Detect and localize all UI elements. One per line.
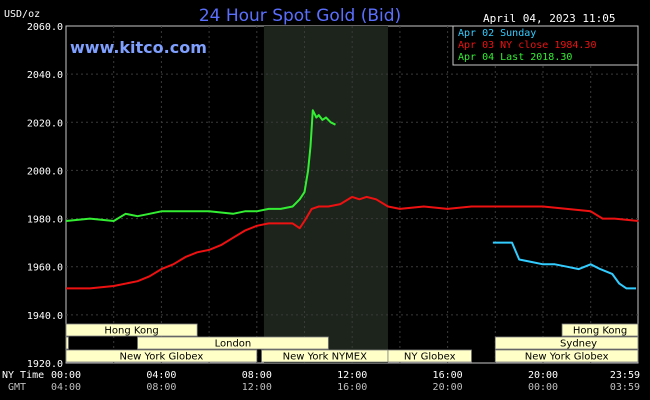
x-tick-label-ny: 16:00 — [433, 370, 463, 381]
legend-entry-apr04: Apr 04 Last 2018.30 — [458, 52, 572, 63]
legend-entry-apr02: Apr 02 Sunday — [458, 28, 536, 39]
x-tick-label-gmt: 20:00 — [433, 382, 463, 393]
y-tick-label: 1980.0 — [27, 215, 63, 226]
legend-frame — [452, 25, 639, 66]
market-session-bar — [561, 323, 639, 337]
y-tick-label: 2060.0 — [27, 22, 63, 33]
market-session-label: Sydney — [560, 339, 597, 350]
market-session-label: Hong Kong — [573, 326, 627, 337]
legend: Apr 02 Sunday Apr 03 NY close 1984.30 Ap… — [452, 25, 639, 66]
x-tick-label-ny: 20:00 — [528, 370, 558, 381]
market-session-bars: Hong Kong Hong Kong London New York Globex N… — [65, 323, 639, 363]
x-tick-label-gmt: 08:00 — [146, 382, 176, 393]
x-tick-label-gmt: 12:00 — [242, 382, 272, 393]
chart-title: 24 Hour Spot Gold (Bid) — [199, 6, 401, 26]
market-session-bar — [387, 349, 472, 363]
y-tick-label: 1920.0 — [27, 359, 63, 370]
legend-entry-apr03: Apr 03 NY close 1984.30 — [458, 40, 596, 51]
y-tick-label: 2040.0 — [27, 70, 63, 81]
x-row-label-ny-time: NY Time — [2, 370, 44, 381]
market-session-label: NY Globex — [404, 352, 456, 363]
grid-lines — [66, 26, 638, 363]
market-session-bar — [65, 336, 69, 350]
market-session-label: New York Globex — [525, 352, 609, 363]
x-tick-label-gmt: 00:00 — [528, 382, 558, 393]
x-tick-label-ny: 23:59 — [610, 370, 640, 381]
x-tick-label-ny: 04:00 — [146, 370, 176, 381]
y-axis-tick-labels: 2060.0 2040.0 2020.0 2000.0 1980.0 1960.0 1940… — [27, 22, 63, 370]
market-session-bar — [137, 336, 329, 350]
x-tick-label-gmt: 04:00 — [51, 382, 81, 393]
market-session-bar — [494, 336, 639, 350]
x-axis-tick-labels: 00:0004:0004:0008:0008:0012:0012:0016:00… — [51, 370, 640, 393]
x-tick-label-gmt: 03:59 — [610, 382, 640, 393]
series-line-0 — [492, 241, 636, 290]
market-session-label: New York NYMEX — [283, 352, 368, 363]
y-tick-label: 1960.0 — [27, 263, 63, 274]
x-tick-label-ny: 08:00 — [242, 370, 272, 381]
nymex-session-shading — [263, 26, 388, 363]
y-tick-label: 2020.0 — [27, 118, 63, 129]
market-session-label: New York Globex — [119, 352, 203, 363]
y-tick-label: 1940.0 — [27, 311, 63, 322]
market-session-bar — [65, 349, 258, 363]
watermark: www.kitco.com — [70, 38, 207, 57]
series-line-1 — [66, 195, 639, 290]
market-session-label: London — [215, 339, 252, 350]
market-session-bar — [65, 323, 198, 337]
price-series — [65, 109, 639, 290]
market-session-bar — [494, 349, 639, 363]
x-tick-label-gmt: 16:00 — [337, 382, 367, 393]
date-label: April 04, 2023 11:05 — [483, 12, 615, 25]
unit-label: USD/oz — [4, 9, 40, 20]
x-tick-label-ny: 12:00 — [337, 370, 367, 381]
y-tick-label: 2000.0 — [27, 166, 63, 177]
x-tick-label-ny: 00:00 — [51, 370, 81, 381]
series-line-2 — [65, 109, 336, 222]
x-row-label-gmt: GMT — [8, 382, 26, 393]
market-session-label: Hong Kong — [104, 326, 158, 337]
